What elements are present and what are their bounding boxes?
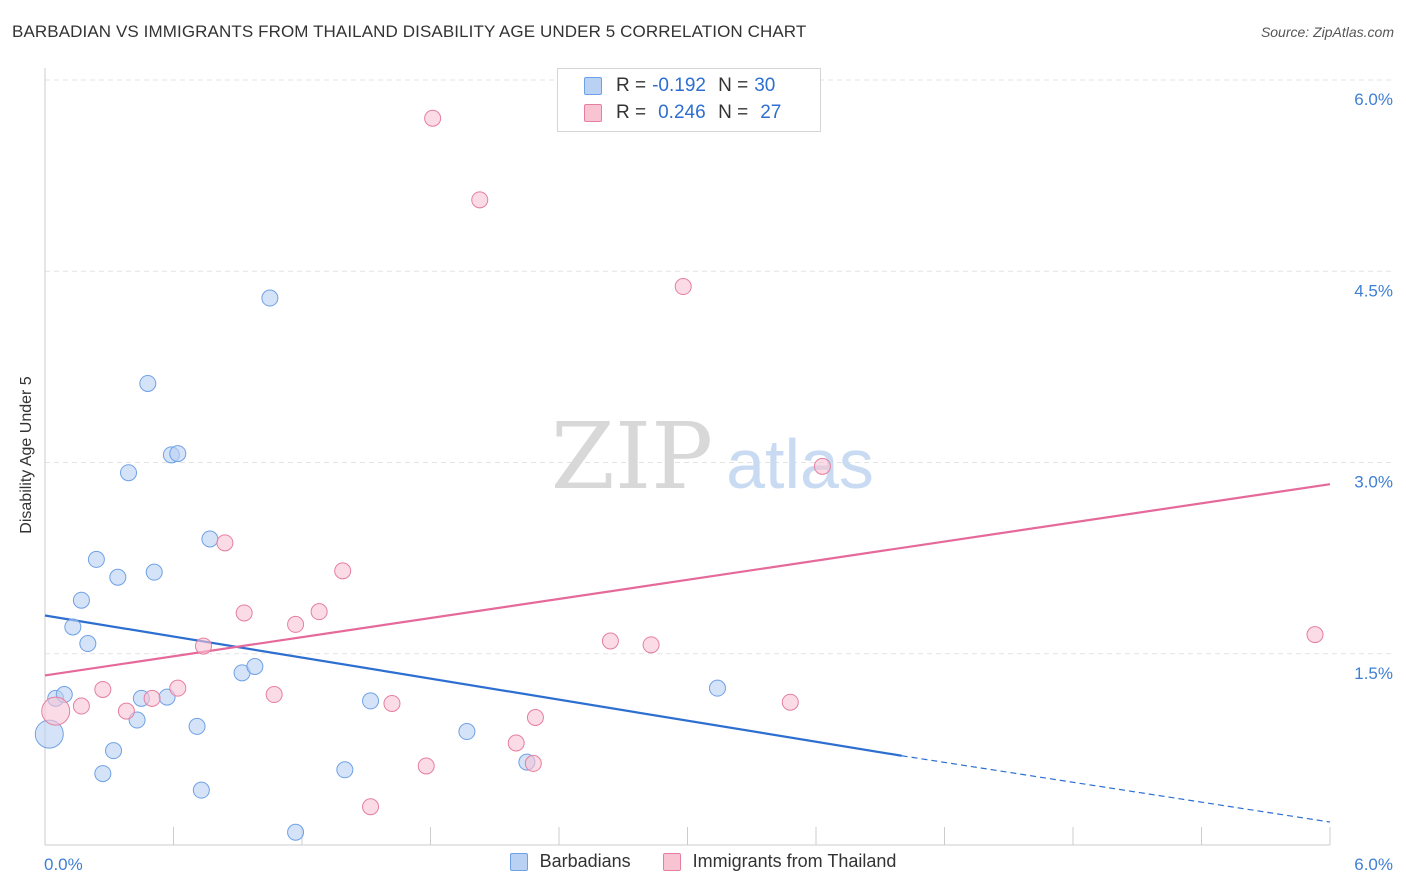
barbadians-point <box>708 679 726 697</box>
barbadians-point <box>246 658 264 675</box>
thailand-point <box>507 734 525 752</box>
legend-swatch-thailand <box>584 104 602 122</box>
series-name-thailand: Immigrants from Thailand <box>692 851 897 871</box>
legend-n-label: N = <box>718 102 749 123</box>
barbadians-point <box>201 530 219 548</box>
barbadians-point <box>362 692 380 710</box>
thailand-point <box>41 696 71 726</box>
watermark-atlas: atlas <box>726 425 874 503</box>
barbadians-point <box>139 374 157 392</box>
thailand-point <box>334 562 352 580</box>
barbadians-point <box>145 563 163 581</box>
thailand-point <box>383 694 401 712</box>
barbadians-point <box>188 717 206 735</box>
thailand-trend-line <box>44 483 1331 677</box>
tick-labels: 1.5% 3.0% 4.5% 6.0% 0.0% 6.0% <box>44 90 1393 874</box>
x-tick-label: 6.0% <box>1354 855 1393 874</box>
stats-legend: R = -0.192 N = 30 R = 0.246 N = 27 <box>557 68 821 132</box>
thailand-point <box>417 757 435 775</box>
legend-n-label: N = <box>718 75 749 96</box>
barbadians-point <box>64 618 82 636</box>
barbadians-trend-line <box>44 614 902 757</box>
watermark-zip: ZIP <box>551 403 713 510</box>
thailand-point <box>781 693 799 711</box>
data-points <box>34 109 1324 841</box>
series-legend: Barbadians Immigrants from Thailand <box>0 851 1406 872</box>
thailand-point <box>117 702 135 720</box>
barbadians-trend-extension <box>901 755 1331 823</box>
barbadians-point <box>87 550 105 568</box>
grid-lines <box>45 79 1392 655</box>
thailand-point <box>524 754 542 772</box>
barbadians-point <box>287 823 305 841</box>
y-tick-label: 6.0% <box>1354 90 1393 109</box>
thailand-point <box>194 637 212 655</box>
thailand-point <box>94 680 112 698</box>
legend-swatch-barbadians <box>584 77 602 95</box>
watermark: ZIP atlas <box>551 403 874 510</box>
series-legend-barbadians[interactable]: Barbadians <box>509 851 631 872</box>
legend-r-value: -0.192 <box>652 75 706 96</box>
source-label: Source: ZipAtlas.com <box>1260 24 1394 40</box>
barbadians-point <box>72 591 90 609</box>
barbadians-point <box>94 765 112 783</box>
legend-r-label: R = <box>616 75 647 96</box>
thailand-point <box>471 191 489 209</box>
barbadians-point <box>105 742 123 760</box>
thailand-point <box>169 679 187 697</box>
barbadians-point <box>261 289 279 307</box>
thailand-point <box>72 697 90 715</box>
series-swatch-barbadians <box>509 852 528 871</box>
legend-row-thailand: R = 0.246 N = 27 <box>584 101 781 125</box>
trend-lines <box>44 483 1331 823</box>
barbadians-point <box>458 723 476 741</box>
y-tick-label: 1.5% <box>1354 664 1393 683</box>
y-tick-label: 4.5% <box>1354 281 1393 300</box>
legend-row-barbadians: R = -0.192 N = 30 <box>584 74 775 98</box>
y-axis-label: Disability Age Under 5 <box>18 376 35 534</box>
thailand-point <box>642 636 660 654</box>
thailand-point <box>674 278 692 296</box>
barbadians-point <box>336 761 354 779</box>
legend-r-value: 0.246 <box>658 102 706 123</box>
barbadians-point <box>192 781 210 799</box>
series-name-barbadians: Barbadians <box>539 851 631 871</box>
thailand-point <box>813 457 831 475</box>
barbadians-point <box>120 464 138 482</box>
thailand-point <box>310 603 328 621</box>
legend-n-value: 30 <box>754 75 776 96</box>
thailand-point <box>1306 626 1324 644</box>
thailand-point <box>424 109 442 127</box>
thailand-point <box>216 534 234 552</box>
thailand-point <box>362 798 380 816</box>
thailand-point <box>526 709 544 726</box>
thailand-point <box>143 689 161 707</box>
barbadians-point <box>109 568 127 586</box>
chart-title: BARBADIAN VS IMMIGRANTS FROM THAILAND DI… <box>12 22 807 41</box>
series-legend-thailand[interactable]: Immigrants from Thailand <box>662 851 897 872</box>
legend-n-value: 27 <box>760 102 782 123</box>
thailand-point <box>287 615 305 633</box>
series-swatch-thailand <box>662 852 681 871</box>
x-tick-label: 0.0% <box>44 855 83 874</box>
thailand-point <box>265 686 283 704</box>
thailand-point <box>601 632 619 650</box>
thailand-point <box>235 604 253 622</box>
legend-r-label: R = <box>616 102 647 123</box>
y-tick-label: 3.0% <box>1354 473 1393 492</box>
barbadians-point <box>79 635 97 653</box>
barbadians-point <box>169 445 187 463</box>
